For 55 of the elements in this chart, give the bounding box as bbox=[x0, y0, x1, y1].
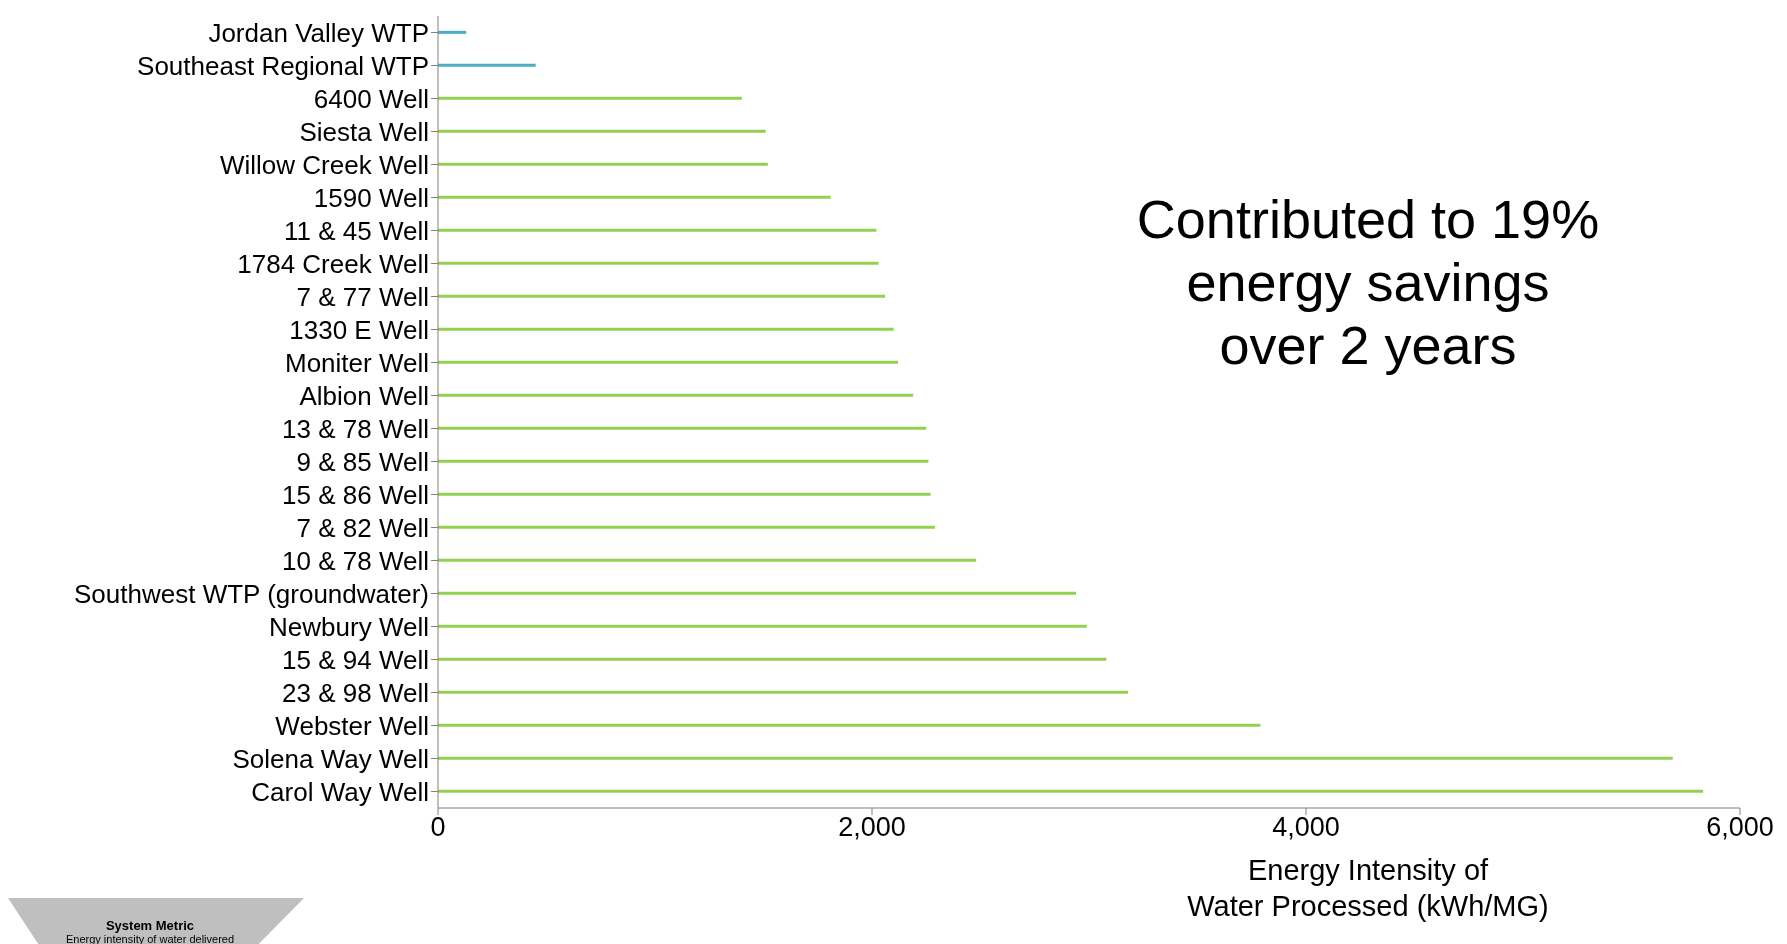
y-tick-label: 7 & 77 Well bbox=[296, 281, 429, 312]
x-axis-title: Energy Intensity of Water Processed (kWh/MG) bbox=[1186, 853, 1550, 924]
y-tick-label: 10 & 78 Well bbox=[282, 545, 429, 576]
bar bbox=[438, 789, 1704, 793]
bar bbox=[438, 228, 877, 232]
bar bbox=[438, 657, 1107, 661]
bar bbox=[438, 591, 1076, 595]
y-tick-label: 11 & 45 Well bbox=[283, 215, 429, 246]
x-tick-label: 0 bbox=[430, 812, 446, 843]
bar bbox=[438, 558, 977, 562]
y-tick-label: 15 & 94 Well bbox=[282, 644, 429, 675]
bar bbox=[438, 723, 1261, 727]
y-tick-label: 7 & 82 Well bbox=[296, 512, 429, 543]
y-tick-label: Solena Way Well bbox=[232, 743, 429, 774]
y-tick-label: Southwest WTP (groundwater) bbox=[74, 578, 429, 609]
bar bbox=[438, 327, 894, 331]
bar bbox=[438, 393, 914, 397]
bar bbox=[438, 690, 1129, 694]
bar bbox=[438, 195, 831, 199]
y-tick-label: 1784 Creek Well bbox=[237, 248, 429, 279]
text: System Metric bbox=[104, 918, 196, 933]
bar bbox=[438, 261, 879, 265]
y-tick-label: 13 & 78 Well bbox=[282, 413, 429, 444]
y-tick-label: 1330 E Well bbox=[289, 314, 429, 345]
bar bbox=[438, 756, 1673, 760]
x-tick-label: 4,000 bbox=[1272, 812, 1340, 843]
y-tick-label: Newbury Well bbox=[269, 611, 429, 642]
y-tick-label: 1590 Well bbox=[313, 182, 429, 213]
bar bbox=[438, 360, 899, 364]
y-tick-label: Carol Way Well bbox=[251, 776, 429, 807]
y-tick-label: 9 & 85 Well bbox=[296, 446, 429, 477]
bar bbox=[438, 492, 931, 496]
annotation: Contributed to 19% energy savings over 2 years bbox=[1135, 188, 1601, 377]
y-tick-label: Southeast Regional WTP bbox=[137, 50, 429, 81]
bar bbox=[438, 96, 742, 100]
bar bbox=[438, 459, 929, 463]
bar bbox=[438, 129, 766, 133]
y-tick-label: Moniter Well bbox=[284, 347, 429, 378]
bar bbox=[438, 63, 536, 67]
y-tick-label: 15 & 86 Well bbox=[282, 479, 429, 510]
y-tick-label: Webster Well bbox=[275, 710, 429, 741]
bar bbox=[438, 525, 935, 529]
y-tick-label: Willow Creek Well bbox=[220, 149, 429, 180]
x-tick-label: 6,000 bbox=[1706, 812, 1774, 843]
y-tick-label: Albion Well bbox=[299, 380, 429, 411]
y-tick-label: Siesta Well bbox=[299, 116, 429, 147]
y-tick-label: 23 & 98 Well bbox=[282, 677, 429, 708]
bar bbox=[438, 294, 886, 298]
bar bbox=[438, 30, 467, 34]
y-tick-label: Jordan Valley WTP bbox=[208, 17, 429, 48]
y-tick-label: 6400 Well bbox=[313, 83, 429, 114]
x-tick-label: 2,000 bbox=[838, 812, 906, 843]
bar bbox=[438, 162, 768, 166]
bar bbox=[438, 624, 1087, 628]
bar bbox=[438, 426, 927, 430]
